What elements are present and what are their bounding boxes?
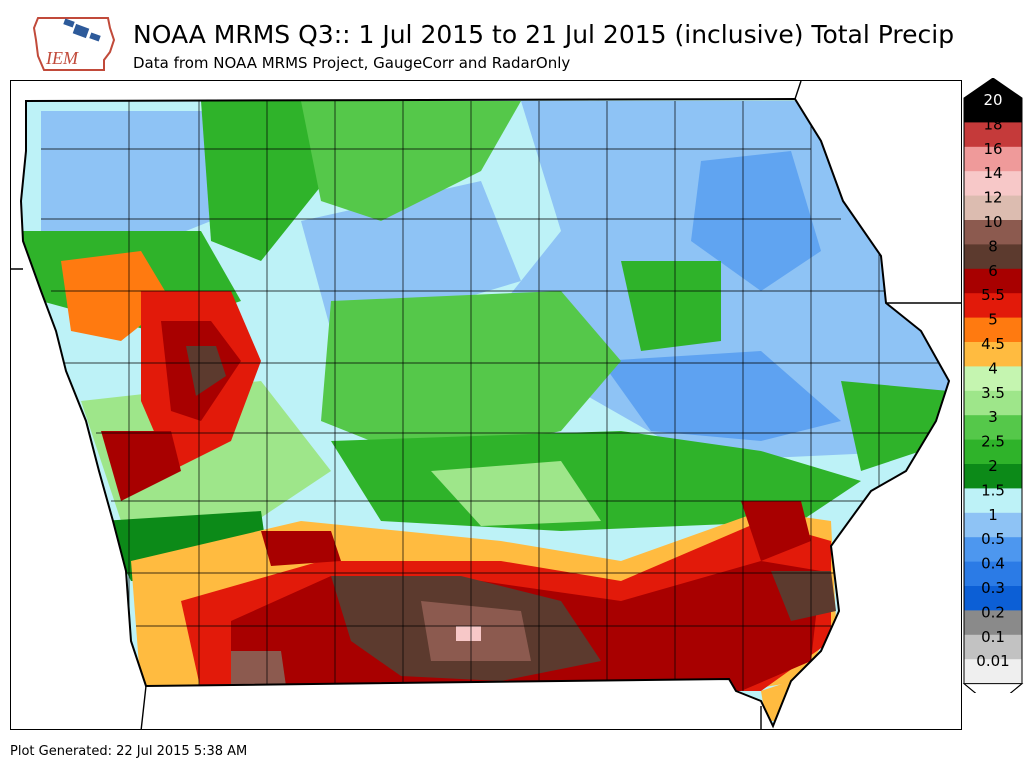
precip-field — [21, 99, 949, 726]
legend-label: 1.5 — [981, 481, 1005, 499]
legend-swatch — [964, 610, 1022, 636]
legend-swatch — [964, 244, 1022, 270]
legend-label: 5 — [988, 311, 998, 329]
legend-label: 4 — [988, 359, 998, 377]
legend-swatch — [964, 342, 1022, 367]
legend-label: 1 — [988, 506, 998, 524]
legend-swatch — [964, 317, 1022, 343]
legend-label: 8 — [988, 237, 998, 255]
legend-label: 4.5 — [981, 335, 1005, 353]
map-title: NOAA MRMS Q3:: 1 Jul 2015 to 21 Jul 2015… — [133, 20, 955, 49]
legend-label: 3 — [988, 408, 998, 426]
plot-generated-label: Plot Generated: 22 Jul 2015 5:38 AM — [10, 744, 248, 759]
legend-label: 2 — [988, 457, 998, 475]
satellite-icon — [63, 18, 101, 42]
legend-swatch — [964, 195, 1022, 221]
legend-outline — [963, 78, 1023, 693]
legend-label: 18 — [983, 115, 1002, 133]
legend-swatch — [964, 586, 1022, 611]
legend-swatch — [964, 659, 1022, 685]
precip-map — [10, 80, 962, 730]
logo-text: IEM — [45, 48, 79, 68]
map-subtitle: Data from NOAA MRMS Project, GaugeCorr a… — [133, 54, 571, 72]
legend-swatch — [964, 171, 1022, 197]
iowa-state-outline — [19, 97, 951, 729]
legend-label: 0.01 — [976, 652, 1009, 670]
legend-swatch — [964, 366, 1022, 392]
county-boundaries — [41, 101, 941, 691]
legend-label: 14 — [983, 164, 1002, 182]
legend-bottom-arrow — [962, 683, 1024, 693]
legend-swatch — [964, 439, 1022, 465]
legend-label: 5.5 — [981, 286, 1005, 304]
legend-label: 0.1 — [981, 628, 1005, 646]
legend-label: 16 — [983, 140, 1002, 158]
legend-label: 20 — [983, 91, 1002, 109]
legend-label: 0.2 — [981, 603, 1005, 621]
legend-swatch — [964, 634, 1022, 660]
legend-swatch — [964, 293, 1022, 319]
legend-label: 3.5 — [981, 384, 1005, 402]
legend-swatch — [964, 268, 1022, 294]
legend-swatch — [964, 488, 1022, 514]
legend-swatch — [964, 464, 1022, 489]
legend-swatch — [964, 146, 1022, 172]
legend-label: 6 — [988, 262, 998, 280]
legend-swatch — [964, 122, 1022, 148]
legend-swatch — [964, 415, 1022, 441]
legend-label: 0.3 — [981, 579, 1005, 597]
legend-swatch — [964, 220, 1022, 245]
legend-label: 0.5 — [981, 530, 1005, 548]
legend-label: 12 — [983, 189, 1002, 207]
legend-swatch — [964, 390, 1022, 416]
legend-swatch — [964, 512, 1022, 538]
iem-logo: IEM — [32, 17, 116, 71]
legend-top-arrow — [964, 78, 1022, 98]
legend-label: 2.5 — [981, 433, 1005, 451]
legend-swatch — [964, 537, 1022, 563]
legend-swatch — [964, 98, 1022, 123]
legend-label: 0.4 — [981, 555, 1005, 573]
legend-label: 10 — [983, 213, 1002, 231]
precip-map-svg — [11, 81, 961, 729]
legend-swatch — [964, 561, 1022, 587]
precip-legend: 20 18 16 14 12 10 8 6 5.5 5 4.5 4 3.5 3 2.5 2 1.5 1 0.5 0.4… — [962, 78, 1024, 693]
iowa-outline-logo-shape — [32, 17, 116, 71]
neighbor-state-borders — [11, 81, 961, 729]
